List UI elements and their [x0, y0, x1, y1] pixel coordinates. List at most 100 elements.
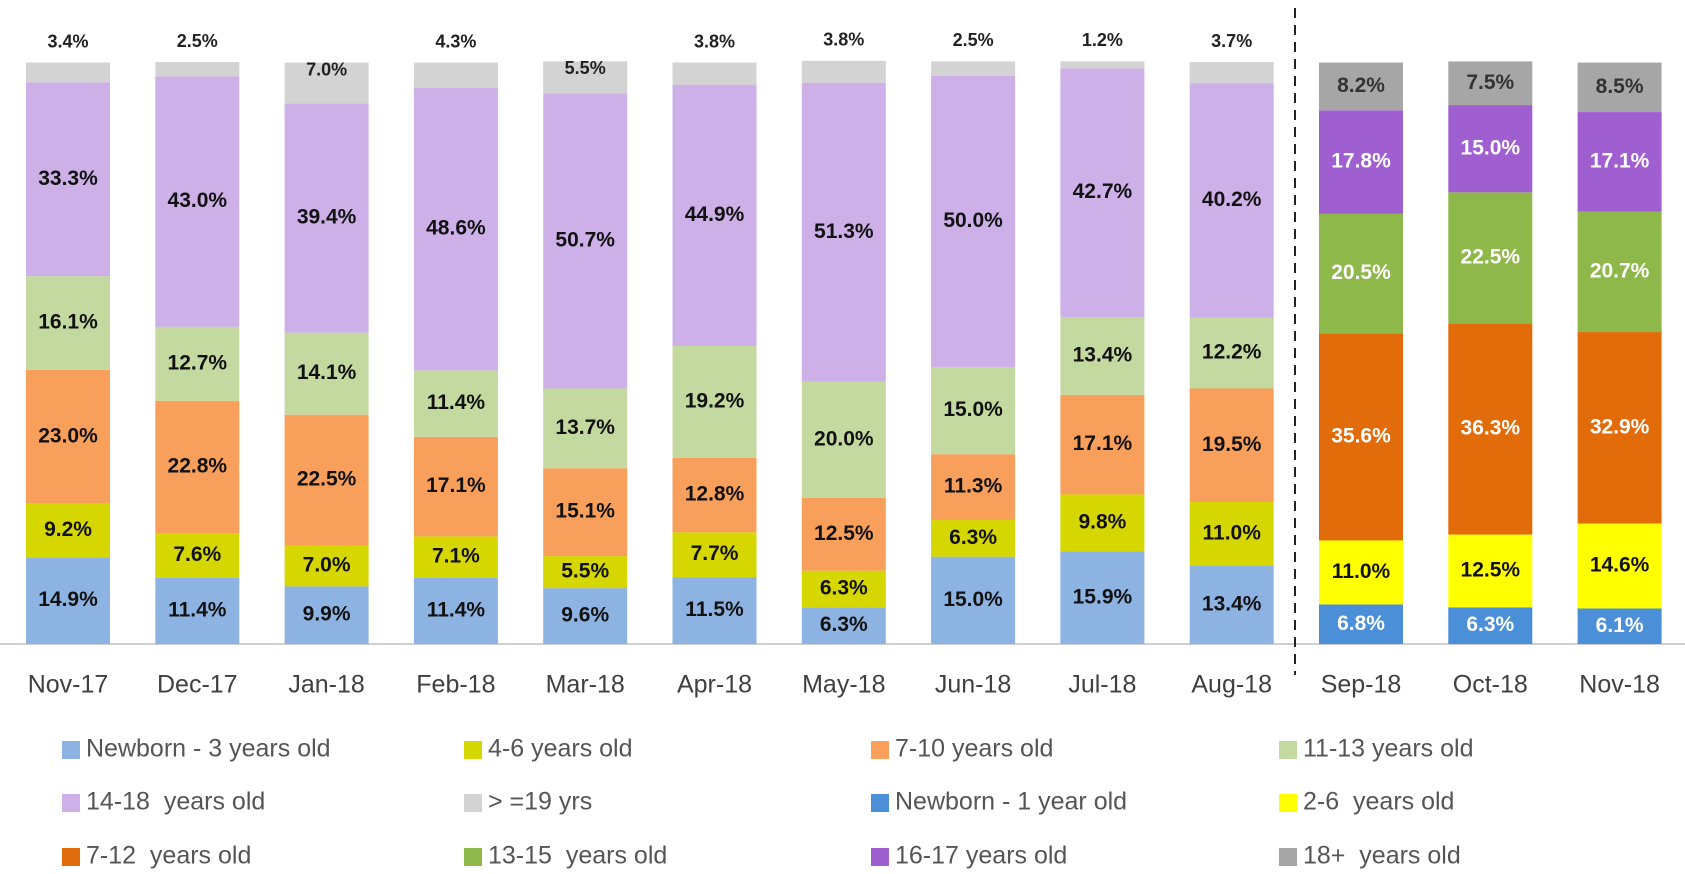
bar-segment — [155, 533, 240, 578]
bar-segment — [413, 577, 498, 644]
bar-segment — [26, 557, 110, 644]
legend-label: > =19 yrs — [488, 788, 592, 816]
bar-segment — [1319, 540, 1403, 605]
data-label: 1.2% — [1082, 30, 1123, 50]
data-label: 5.5% — [565, 58, 606, 78]
x-tick-label: Jan-18 — [288, 671, 364, 699]
legend-label: Newborn - 1 year old — [895, 788, 1127, 816]
data-label: 11.0% — [1332, 560, 1391, 583]
x-tick-label: Nov-17 — [28, 671, 109, 699]
bar-segment — [1577, 523, 1662, 609]
bar-segment — [284, 414, 369, 546]
bar-segment — [931, 75, 1016, 367]
data-label: 6.3% — [820, 613, 868, 636]
data-label: 13.4% — [1202, 593, 1262, 616]
bar-segment — [1577, 608, 1662, 644]
data-label: 6.1% — [1596, 614, 1644, 637]
data-label: 12.7% — [168, 351, 228, 374]
data-label: 17.8% — [1331, 150, 1391, 173]
bar-segment — [413, 536, 498, 578]
data-label: 13.4% — [1073, 343, 1133, 366]
bar-segment — [1189, 566, 1274, 644]
data-label: 35.6% — [1331, 424, 1391, 447]
data-label: 40.2% — [1202, 188, 1262, 211]
bar-segment — [1189, 62, 1274, 84]
data-label: 51.3% — [814, 220, 874, 243]
data-label: 12.5% — [1461, 559, 1521, 582]
data-label: 11.3% — [944, 475, 1003, 498]
bar-segment — [801, 82, 886, 382]
bar-segment — [155, 76, 240, 327]
bar-segment — [1060, 68, 1145, 317]
bar-segment — [1448, 61, 1533, 106]
legend-swatch — [871, 741, 889, 759]
bar-segment — [672, 84, 757, 347]
bar-segment — [1319, 213, 1403, 334]
bar-segment — [1060, 551, 1145, 644]
data-label: 22.8% — [168, 455, 228, 478]
legend-swatch — [464, 848, 482, 866]
bar-segment — [931, 366, 1016, 455]
legend-label: 16-17 years old — [895, 842, 1067, 870]
bar-segment — [1189, 388, 1274, 502]
data-label: 11.4% — [427, 391, 486, 414]
bar-segment — [543, 588, 628, 644]
data-label: 8.5% — [1596, 75, 1644, 98]
bar-segment — [26, 82, 110, 277]
data-label: 15.1% — [555, 500, 615, 523]
legend-swatch — [464, 794, 482, 812]
data-label: 33.3% — [38, 167, 98, 190]
data-label: 22.5% — [297, 468, 357, 491]
x-tick-label: Mar-18 — [546, 671, 625, 699]
bar-segment — [284, 62, 369, 104]
data-label: 7.6% — [173, 543, 221, 566]
data-label: 20.5% — [1331, 261, 1391, 284]
bar-segment — [931, 61, 1016, 76]
bar-segment — [1448, 105, 1533, 193]
data-label: 8.2% — [1337, 74, 1385, 97]
data-label: 9.8% — [1078, 510, 1126, 533]
legend-label: 11-13 years old — [1303, 735, 1473, 763]
data-label: 19.2% — [685, 389, 745, 412]
data-label: 9.2% — [44, 518, 92, 541]
data-label: 11.5% — [685, 598, 744, 621]
bar-segment — [1448, 534, 1533, 608]
bar-segment — [672, 346, 757, 458]
x-tick-label: Feb-18 — [416, 671, 495, 699]
legend-swatch — [62, 794, 80, 812]
data-label: 15.0% — [943, 588, 1003, 611]
data-label: 17.1% — [1590, 149, 1650, 172]
data-label: 50.7% — [555, 229, 615, 252]
x-tick-label: Dec-17 — [157, 671, 238, 699]
data-label: 14.1% — [297, 361, 357, 384]
bar-segment — [672, 457, 757, 533]
data-label: 15.9% — [1073, 585, 1133, 608]
data-label: 17.1% — [1073, 432, 1133, 455]
data-label: 9.6% — [561, 604, 609, 627]
bar-segment — [931, 520, 1016, 557]
data-label: 6.3% — [820, 577, 868, 600]
legend-swatch — [464, 741, 482, 759]
bar-segment — [801, 607, 886, 644]
legend-label: Newborn - 3 years old — [86, 735, 331, 763]
bar-segment — [1577, 211, 1662, 333]
x-tick-label: Sep-18 — [1321, 671, 1402, 699]
x-tick-label: Oct-18 — [1453, 671, 1528, 699]
bar-segment — [801, 381, 886, 498]
bar-segment — [1448, 607, 1533, 644]
bar-segment — [672, 62, 757, 85]
bar-segment — [413, 370, 498, 437]
bar-segment — [26, 369, 110, 504]
bar-segment — [413, 87, 498, 371]
bar-segment — [801, 570, 886, 608]
legend-label: 7-10 years old — [895, 735, 1053, 763]
data-label: 3.8% — [823, 30, 864, 50]
bar-segment — [543, 61, 628, 94]
x-tick-label: Nov-18 — [1579, 671, 1660, 699]
data-label: 43.0% — [168, 189, 228, 212]
data-label: 3.7% — [1211, 31, 1252, 51]
bar-segment — [801, 497, 886, 571]
legend-label: 7-12 years old — [86, 842, 251, 870]
data-label: 23.0% — [38, 424, 98, 447]
data-label: 7.5% — [1466, 71, 1514, 94]
